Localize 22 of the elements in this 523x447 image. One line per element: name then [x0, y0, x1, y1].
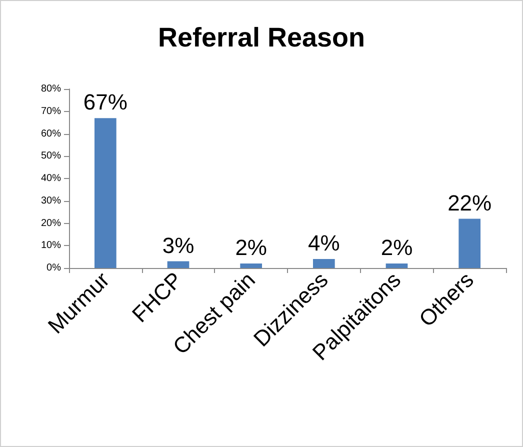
data-label: 3%: [162, 232, 194, 258]
bar: [312, 259, 335, 268]
data-label: 67%: [83, 90, 128, 115]
data-label: 2%: [235, 235, 267, 260]
y-tick-label: 60%: [40, 128, 62, 140]
bar: [386, 264, 408, 268]
y-tick-label: 10%: [40, 240, 62, 252]
bar: [458, 218, 481, 268]
y-tick-label: 30%: [40, 195, 62, 206]
y-tick-label: 70%: [40, 106, 62, 117]
data-label: 2%: [380, 235, 413, 260]
bar: [94, 118, 116, 268]
chart-title: Referral Reason: [158, 22, 366, 52]
data-label: 22%: [448, 190, 492, 216]
y-tick-label: 0%: [46, 262, 62, 274]
bar: [240, 264, 262, 268]
y-tick-label: 50%: [40, 150, 62, 162]
bar: [167, 261, 190, 268]
y-tick-label: 80%: [40, 84, 62, 94]
y-tick-label: 20%: [40, 218, 62, 229]
y-tick-label: 40%: [40, 173, 62, 184]
data-label: 4%: [308, 230, 340, 256]
